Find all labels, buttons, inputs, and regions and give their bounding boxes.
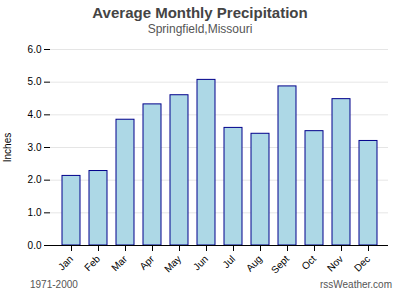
svg-text:3.0: 3.0	[28, 142, 42, 153]
svg-text:Feb: Feb	[82, 253, 102, 273]
svg-text:0.0: 0.0	[28, 240, 42, 251]
svg-text:Jun: Jun	[191, 253, 210, 272]
svg-text:Aug: Aug	[244, 253, 264, 273]
svg-text:6.0: 6.0	[28, 44, 42, 55]
svg-text:Jul: Jul	[220, 253, 237, 270]
svg-text:Mar: Mar	[109, 253, 129, 273]
svg-text:2.0: 2.0	[28, 174, 42, 185]
html-text:1971-2000: 1971-2000	[30, 279, 78, 290]
svg-text:1.0: 1.0	[28, 207, 42, 218]
html-text:rssWeather.com: rssWeather.com	[319, 279, 392, 290]
svg-text:Inches: Inches	[2, 133, 13, 162]
html-text:Average Monthly Precipitation: Average Monthly Precipitation	[92, 4, 308, 21]
html-text:Springfield,Missouri: Springfield,Missouri	[147, 22, 253, 36]
svg-text:May: May	[162, 253, 183, 274]
svg-text:Oct: Oct	[299, 253, 318, 272]
svg-text:Sept: Sept	[269, 253, 291, 275]
svg-text:5.0: 5.0	[28, 76, 42, 87]
svg-text:Jan: Jan	[56, 253, 75, 272]
svg-text:Nov: Nov	[325, 253, 345, 273]
svg-text:4.0: 4.0	[28, 109, 42, 120]
svg-text:Dec: Dec	[352, 253, 372, 273]
svg-text:Apr: Apr	[137, 253, 156, 272]
